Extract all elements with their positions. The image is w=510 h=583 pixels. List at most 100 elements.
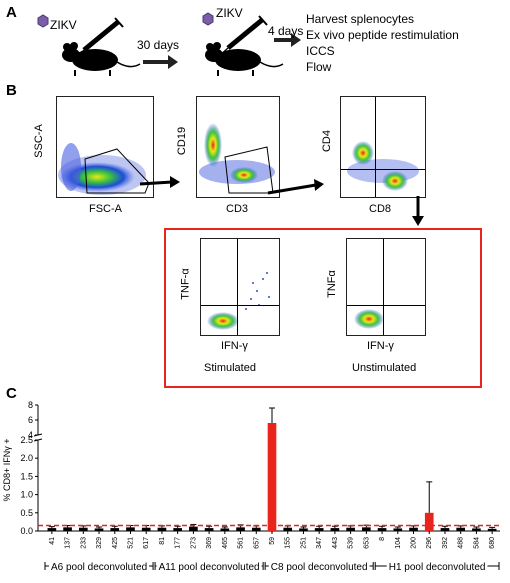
bar	[141, 527, 151, 531]
quadrant-line	[201, 305, 279, 306]
x-tick-label: 425	[112, 537, 119, 549]
panel-letter-a: A	[6, 4, 17, 21]
x-tick-label: 488	[458, 537, 465, 549]
virus-icon	[202, 12, 214, 26]
x-tick-label: 296	[426, 537, 433, 549]
quadrant-line	[237, 239, 238, 335]
bar	[267, 423, 277, 531]
x-tick-label: 137	[65, 537, 72, 549]
bar	[440, 528, 450, 531]
y-tick-label: 0.0	[20, 526, 33, 536]
arrow-icon	[267, 179, 324, 195]
protocol-step: Ex vivo peptide restimulation	[306, 28, 459, 42]
y-axis-label: TNFα	[325, 270, 338, 298]
bar	[424, 512, 434, 531]
y-tick-label: 1.0	[20, 490, 33, 500]
x-tick-label: 617	[143, 537, 150, 549]
group-label-bg	[268, 562, 370, 573]
y-axis-label: TNF-α	[179, 268, 192, 300]
x-tick-label: 443	[332, 537, 339, 549]
group-label-bg	[386, 562, 488, 573]
bar	[189, 526, 198, 531]
virus-label: ZIKV	[50, 18, 77, 32]
x-tick-label: 41	[49, 537, 56, 545]
x-tick-label: 392	[442, 537, 449, 549]
x-tick-label: 233	[80, 537, 87, 549]
bar	[94, 528, 104, 531]
bar	[283, 527, 293, 531]
x-tick-label: 329	[96, 537, 103, 549]
arrow-icon	[143, 55, 178, 69]
bar	[63, 527, 72, 531]
bar-chart: 8 6 42.5 2.0 1.5 1.0 0.5 0.0 % CD8+ IFNγ + 41 137 2…	[2, 400, 500, 573]
x-tick-label: 273	[190, 537, 197, 549]
flow-plot-stimulated	[200, 238, 280, 336]
interval-label: 30 days	[137, 38, 180, 52]
panel-letter-c: C	[6, 385, 17, 402]
gating-arrows	[139, 176, 424, 226]
x-tick-label: 347	[316, 537, 323, 549]
x-axis-label: CD8	[369, 203, 392, 215]
virus-icon	[37, 14, 49, 28]
x-tick-label: 465	[222, 537, 229, 549]
quadrant-line	[375, 97, 376, 197]
group-label: A11 pool deconvoluted	[159, 562, 260, 573]
group-label: C8 pool deconvoluted	[271, 562, 368, 573]
x-axis-label: IFN-γ	[221, 340, 248, 352]
condition-label: Stimulated	[204, 362, 256, 374]
x-tick-label: 561	[238, 537, 245, 549]
flow-plot-cd8-cd4	[340, 96, 426, 198]
bar	[173, 528, 182, 531]
x-tick-label: 521	[127, 537, 134, 549]
bar	[204, 528, 214, 531]
x-axis-label: FSC-A	[89, 203, 122, 215]
protocol-step: Harvest splenocytes	[306, 12, 415, 26]
x-tick-label: 104	[395, 537, 402, 549]
panel-letter-b: B	[6, 82, 17, 99]
bar	[251, 527, 261, 531]
x-tick-label: 59	[269, 537, 276, 545]
y-tick-label: 2.0	[20, 453, 33, 463]
condition-label: Unstimulated	[352, 362, 417, 374]
y-tick-label: 8	[28, 400, 33, 410]
mouse-icon	[62, 42, 141, 76]
bar	[409, 527, 418, 531]
density-plot	[207, 272, 270, 330]
bar	[330, 528, 340, 531]
bar	[362, 527, 371, 531]
density-plot	[347, 141, 419, 191]
x-tick-label: 251	[300, 537, 307, 549]
bar	[220, 528, 230, 531]
x-tick-label: 200	[411, 537, 418, 549]
x-tick-label: 680	[489, 537, 496, 549]
density-plot	[199, 123, 275, 194]
bar	[78, 527, 88, 531]
bar	[472, 528, 481, 531]
arrow-icon	[139, 176, 180, 188]
x-tick-label: 8	[379, 537, 386, 541]
x-axis-label: IFN-γ	[367, 340, 394, 352]
group-label-bg	[48, 562, 150, 573]
y-axis-label: % CD8+ IFNγ +	[2, 438, 12, 501]
highlight-box	[164, 228, 482, 388]
flow-plot-unstimulated	[346, 238, 426, 336]
flow-plot-fsc-ssc	[56, 96, 154, 198]
quadrant-line	[383, 239, 384, 335]
virus-label: ZIKV	[216, 6, 243, 20]
protocol-step: ICCS	[306, 44, 335, 58]
bar	[314, 528, 324, 531]
quadrant-line	[347, 305, 425, 306]
x-tick-label: 155	[285, 537, 292, 549]
group-label-bg	[156, 562, 262, 573]
protocol-step: Flow	[306, 60, 332, 74]
bar	[299, 528, 308, 531]
y-tick-label: 0.5	[20, 508, 33, 518]
y-tick-label: 1.5	[20, 471, 33, 481]
bar	[236, 527, 245, 531]
y-tick-label: 6	[28, 415, 33, 425]
interval-label: 4 days	[268, 24, 304, 38]
x-tick-label: 369	[206, 537, 213, 549]
arrow-icon	[274, 33, 301, 47]
bar	[456, 527, 466, 531]
x-axis-label: CD3	[226, 203, 249, 215]
